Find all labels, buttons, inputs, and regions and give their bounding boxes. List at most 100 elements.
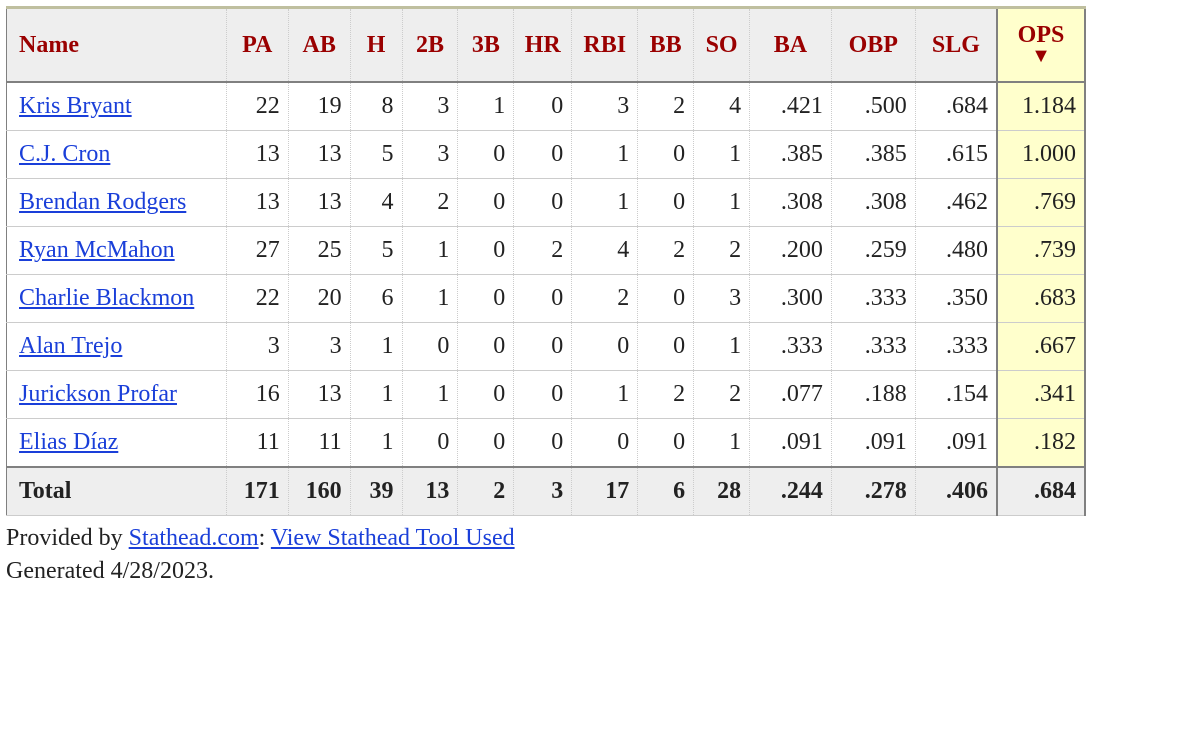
player-link[interactable]: Jurickson Profar xyxy=(19,381,177,407)
table-row: Elias Díaz11111000001.091.091.091.182 xyxy=(7,419,1086,468)
total-cell-so: 28 xyxy=(694,467,750,516)
player-link[interactable]: Charlie Blackmon xyxy=(19,285,194,311)
stats-table: Name PA AB H 2B 3B HR RBI BBSO BA OBP SLG OPS▼ Kris … xyxy=(6,6,1086,516)
col-header-label: Name xyxy=(19,32,79,58)
stat-cell-ba: .300 xyxy=(750,275,832,323)
stat-cell-so: 4 xyxy=(694,82,750,131)
col-header-label: BA xyxy=(774,32,807,58)
stat-cell-3b: 0 xyxy=(458,275,514,323)
player-name-cell: Elias Díaz xyxy=(7,419,227,468)
player-link[interactable]: Ryan McMahon xyxy=(19,237,175,263)
stat-cell-slg: .480 xyxy=(915,227,997,275)
stat-cell-ab: 11 xyxy=(288,419,350,468)
col-header-label: AB xyxy=(302,32,335,58)
stat-cell-rbi: 1 xyxy=(572,371,638,419)
source-link[interactable]: Stathead.com xyxy=(129,525,259,551)
stat-cell-2b: 2 xyxy=(402,179,458,227)
col-header-label: RBI xyxy=(583,32,626,58)
col-header-label: H xyxy=(367,32,386,58)
stat-cell-ops: .739 xyxy=(997,227,1085,275)
stat-cell-slg: .684 xyxy=(915,82,997,131)
col-header-label: PA xyxy=(242,32,272,58)
stat-cell-hr: 0 xyxy=(514,371,572,419)
stat-cell-ops: .769 xyxy=(997,179,1085,227)
stat-cell-2b: 0 xyxy=(402,323,458,371)
stat-cell-ops: .341 xyxy=(997,371,1085,419)
table-row: Jurickson Profar16131100122.077.188.154.… xyxy=(7,371,1086,419)
stat-cell-so: 1 xyxy=(694,131,750,179)
player-link[interactable]: Kris Bryant xyxy=(19,93,132,119)
stat-cell-slg: .462 xyxy=(915,179,997,227)
stat-cell-ops: 1.184 xyxy=(997,82,1085,131)
stat-cell-so: 3 xyxy=(694,275,750,323)
player-link[interactable]: Elias Díaz xyxy=(19,429,118,455)
col-header-h[interactable]: H xyxy=(350,8,402,83)
col-header-2b[interactable]: 2B xyxy=(402,8,458,83)
table-row: Charlie Blackmon22206100203.300.333.350.… xyxy=(7,275,1086,323)
stat-cell-pa: 16 xyxy=(226,371,288,419)
stat-cell-slg: .333 xyxy=(915,323,997,371)
stat-cell-slg: .350 xyxy=(915,275,997,323)
col-header-name[interactable]: Name xyxy=(7,8,227,83)
stat-cell-slg: .154 xyxy=(915,371,997,419)
col-header-rbi[interactable]: RBI xyxy=(572,8,638,83)
stat-cell-ba: .091 xyxy=(750,419,832,468)
col-header-ba[interactable]: BA xyxy=(750,8,832,83)
player-link[interactable]: Brendan Rodgers xyxy=(19,189,186,215)
col-header-slg[interactable]: SLG xyxy=(915,8,997,83)
stat-cell-so: 1 xyxy=(694,419,750,468)
stat-cell-pa: 3 xyxy=(226,323,288,371)
stat-cell-bb: 0 xyxy=(638,419,694,468)
total-cell-2b: 13 xyxy=(402,467,458,516)
stat-cell-bb: 0 xyxy=(638,179,694,227)
stat-cell-3b: 0 xyxy=(458,227,514,275)
total-cell-ops: .684 xyxy=(997,467,1085,516)
table-caption: Provided by Stathead.com: View Stathead … xyxy=(6,522,1194,587)
stat-cell-pa: 22 xyxy=(226,82,288,131)
stat-cell-h: 5 xyxy=(350,131,402,179)
col-header-ab[interactable]: AB xyxy=(288,8,350,83)
total-cell-hr: 3 xyxy=(514,467,572,516)
col-header-label: 3B xyxy=(472,32,500,58)
stat-cell-so: 1 xyxy=(694,323,750,371)
stat-cell-rbi: 2 xyxy=(572,275,638,323)
stat-cell-2b: 1 xyxy=(402,227,458,275)
col-header-so[interactable]: SO xyxy=(694,8,750,83)
stat-cell-h: 8 xyxy=(350,82,402,131)
table-row: Ryan McMahon27255102422.200.259.480.739 xyxy=(7,227,1086,275)
stat-cell-ba: .308 xyxy=(750,179,832,227)
tool-link[interactable]: View Stathead Tool Used xyxy=(271,525,515,551)
stat-cell-pa: 27 xyxy=(226,227,288,275)
stat-cell-rbi: 3 xyxy=(572,82,638,131)
table-row: Brendan Rodgers13134200101.308.308.462.7… xyxy=(7,179,1086,227)
col-header-label: SLG xyxy=(932,32,980,58)
total-cell-slg: .406 xyxy=(915,467,997,516)
stat-cell-ab: 13 xyxy=(288,371,350,419)
stat-cell-bb: 2 xyxy=(638,82,694,131)
stat-cell-so: 2 xyxy=(694,227,750,275)
col-header-pa[interactable]: PA xyxy=(226,8,288,83)
col-header-hr[interactable]: HR xyxy=(514,8,572,83)
stat-cell-h: 6 xyxy=(350,275,402,323)
col-header-label: OBP xyxy=(849,32,898,58)
col-header-3b[interactable]: 3B xyxy=(458,8,514,83)
stat-cell-hr: 0 xyxy=(514,82,572,131)
player-link[interactable]: C.J. Cron xyxy=(19,141,110,167)
total-cell-h: 39 xyxy=(350,467,402,516)
stat-cell-ba: .333 xyxy=(750,323,832,371)
col-header-label: OPS xyxy=(1018,22,1065,48)
stat-cell-2b: 0 xyxy=(402,419,458,468)
stat-cell-hr: 0 xyxy=(514,275,572,323)
provided-by-label: Provided by xyxy=(6,525,129,551)
stat-cell-obp: .500 xyxy=(831,82,915,131)
col-header-ops[interactable]: OPS▼ xyxy=(997,8,1085,83)
total-cell-obp: .278 xyxy=(831,467,915,516)
stat-cell-hr: 2 xyxy=(514,227,572,275)
stat-cell-pa: 13 xyxy=(226,179,288,227)
col-header-bb[interactable]: BB xyxy=(638,8,694,83)
stat-cell-obp: .333 xyxy=(831,323,915,371)
player-link[interactable]: Alan Trejo xyxy=(19,333,122,359)
stat-cell-hr: 0 xyxy=(514,179,572,227)
col-header-obp[interactable]: OBP xyxy=(831,8,915,83)
stat-cell-obp: .188 xyxy=(831,371,915,419)
